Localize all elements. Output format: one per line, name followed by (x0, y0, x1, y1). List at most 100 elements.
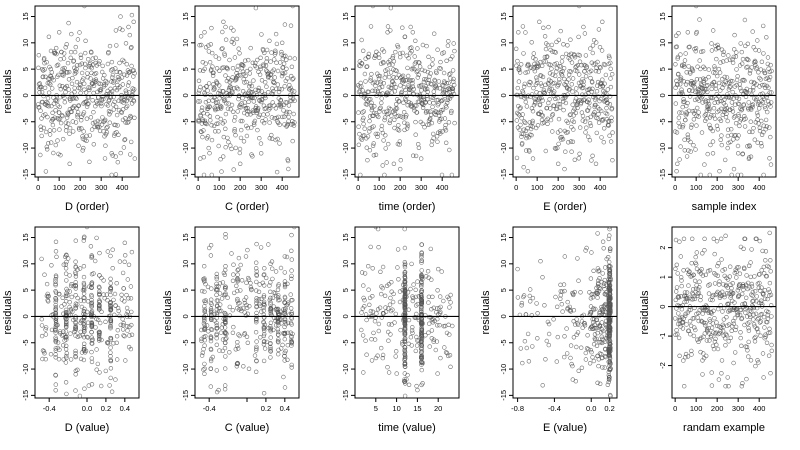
data-point (438, 59, 443, 65)
data-point (559, 302, 564, 307)
x-tick-label: 15 (413, 404, 421, 413)
data-point (213, 54, 219, 59)
y-axis-label: residuals (162, 290, 174, 335)
data-point (438, 304, 443, 310)
data-point (359, 60, 364, 66)
data-point (586, 105, 592, 110)
data-point (709, 383, 715, 388)
data-point (276, 293, 281, 298)
data-point (429, 336, 434, 341)
data-point (257, 72, 263, 77)
data-point (254, 339, 259, 344)
data-point (278, 98, 283, 103)
data-point (394, 106, 400, 111)
data-point (276, 352, 281, 357)
data-point (530, 118, 535, 124)
data-point (371, 153, 377, 158)
data-point (446, 296, 452, 301)
data-point (73, 333, 78, 338)
data-point (742, 301, 748, 306)
data-point (533, 57, 538, 62)
data-point (408, 335, 414, 340)
data-point (577, 53, 582, 58)
data-point (576, 278, 581, 283)
data-point (766, 77, 772, 83)
data-point (402, 120, 407, 125)
data-point (92, 124, 97, 130)
data-point (708, 297, 713, 302)
data-point (419, 289, 424, 295)
data-point (685, 79, 690, 85)
data-point (115, 328, 121, 333)
data-point (746, 328, 752, 333)
data-point (289, 273, 294, 279)
data-point (402, 347, 407, 352)
data-point (129, 249, 135, 255)
data-point (65, 121, 71, 126)
data-point (698, 349, 703, 355)
data-point (527, 299, 533, 304)
data-point (199, 353, 205, 358)
data-point (746, 354, 751, 359)
data-point (361, 295, 366, 301)
data-point (736, 265, 741, 270)
data-point (738, 172, 744, 177)
data-point (694, 283, 699, 288)
data-point (712, 316, 717, 321)
data-point (73, 321, 78, 326)
data-point (734, 269, 739, 274)
data-point (202, 276, 207, 281)
data-point (751, 322, 757, 327)
data-point (577, 151, 582, 157)
data-point (211, 123, 217, 129)
data-point (120, 57, 125, 63)
data-point (401, 282, 406, 287)
data-point (201, 277, 206, 282)
data-point (577, 6, 582, 9)
data-point (259, 296, 264, 302)
data-point (765, 296, 770, 302)
data-point (43, 327, 48, 332)
data-point (738, 86, 743, 91)
data-point (223, 366, 228, 371)
data-point (256, 85, 262, 91)
data-point (268, 289, 273, 294)
data-point (289, 365, 294, 370)
data-point (534, 77, 540, 83)
data-point (437, 129, 443, 134)
data-point (674, 328, 679, 333)
data-point (368, 96, 373, 102)
data-point (379, 345, 384, 351)
data-point (431, 136, 436, 141)
data-point (400, 340, 405, 345)
data-point (78, 356, 84, 362)
data-point (549, 86, 554, 92)
data-point (752, 289, 758, 294)
data-point (122, 240, 128, 246)
data-point (114, 357, 120, 362)
data-point (743, 116, 748, 121)
data-point (596, 94, 601, 99)
data-point (212, 86, 217, 91)
data-point (562, 288, 567, 294)
data-point (94, 99, 99, 104)
data-point (120, 82, 126, 87)
data-point (576, 34, 581, 40)
data-point (277, 122, 282, 127)
data-point (435, 139, 440, 144)
data-point (565, 92, 570, 97)
data-point (365, 134, 371, 139)
data-point (207, 151, 212, 156)
data-point (361, 283, 366, 288)
data-point (124, 324, 130, 329)
data-point (97, 320, 103, 326)
data-point (445, 95, 451, 101)
data-point (85, 56, 91, 62)
data-point (279, 86, 284, 92)
data-point (248, 66, 253, 72)
data-point (687, 44, 692, 49)
data-point (709, 86, 714, 92)
data-point (764, 320, 770, 325)
data-point (232, 118, 237, 123)
data-point (679, 87, 684, 92)
